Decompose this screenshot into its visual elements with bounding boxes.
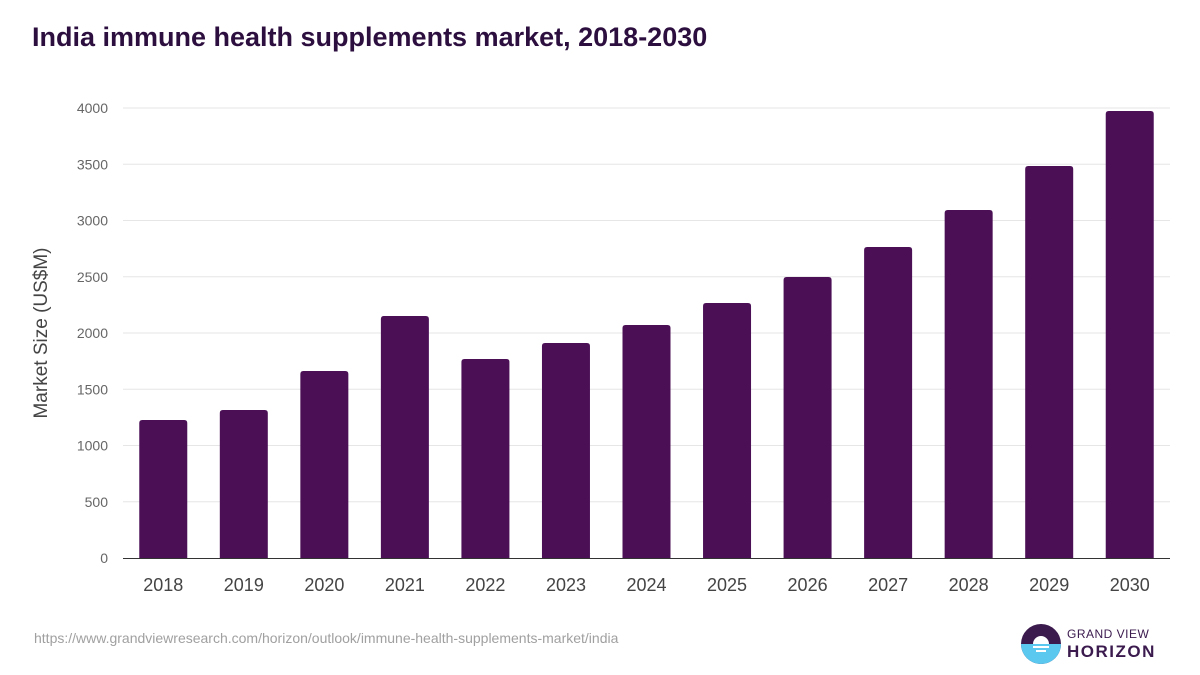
x-tick-label: 2026	[788, 575, 828, 595]
y-tick-label: 2500	[77, 269, 108, 285]
bar-2030	[1105, 111, 1154, 558]
y-tick-label: 1500	[77, 381, 108, 397]
x-tick-label: 2023	[546, 575, 586, 595]
y-tick-label: 0	[100, 550, 108, 566]
y-axis-label: Market Size (US$M)	[31, 247, 52, 418]
y-tick-label: 1000	[77, 438, 108, 454]
x-tick-label: 2021	[385, 575, 425, 595]
x-tick-label: 2030	[1110, 575, 1150, 595]
bar-2019	[219, 409, 268, 558]
chart-title: India immune health supplements market, …	[32, 22, 708, 52]
y-tick-label: 500	[85, 494, 109, 510]
bar-2022	[461, 358, 510, 558]
logo-text-horizon: HORIZON	[1067, 642, 1156, 661]
x-tick-label: 2018	[143, 575, 183, 595]
bar-2026	[783, 276, 832, 558]
x-tick-label: 2029	[1029, 575, 1069, 595]
horizon-logo-icon	[1021, 624, 1061, 664]
bar-2020	[300, 371, 349, 558]
bar-2029	[1025, 166, 1074, 559]
bar-2024	[622, 325, 671, 558]
x-tick-label: 2028	[949, 575, 989, 595]
x-tick-label: 2020	[304, 575, 344, 595]
x-tick-label: 2025	[707, 575, 747, 595]
bar-2018	[139, 419, 188, 558]
logo-text-grand-view: GRAND VIEW	[1067, 627, 1150, 641]
x-tick-label: 2019	[224, 575, 264, 595]
y-tick-label: 3500	[77, 156, 108, 172]
bar-2027	[864, 247, 913, 559]
bar-2023	[541, 343, 590, 558]
x-tick-label: 2024	[626, 575, 666, 595]
x-tick-label: 2022	[465, 575, 505, 595]
grand-view-horizon-logo: GRAND VIEW HORIZON	[1020, 623, 1160, 665]
y-tick-label: 4000	[77, 100, 108, 116]
bar-2025	[703, 302, 752, 558]
y-tick-label: 2000	[77, 325, 108, 341]
bar-2021	[380, 316, 429, 558]
bar-2028	[944, 210, 993, 558]
source-url[interactable]: https://www.grandviewresearch.com/horizo…	[34, 630, 619, 646]
x-tick-label: 2027	[868, 575, 908, 595]
y-tick-label: 3000	[77, 213, 108, 229]
